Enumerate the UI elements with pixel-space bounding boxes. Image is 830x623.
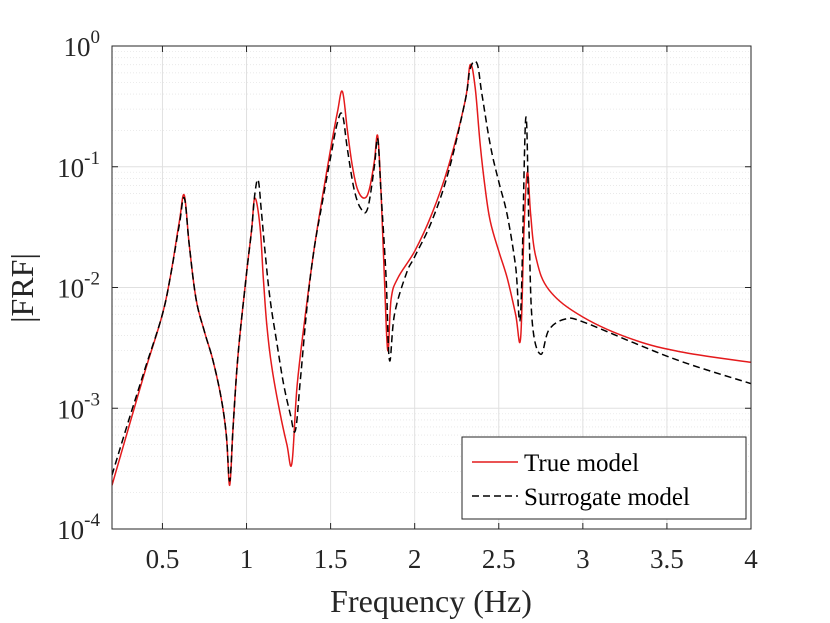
x-tick-labels: 0.5 1 1.5 2 2.5 3 3.5 4 bbox=[146, 544, 759, 574]
legend: True model Surrogate model bbox=[461, 436, 747, 520]
series-line-surrogate-model bbox=[112, 60, 751, 482]
x-tick-label: 3.5 bbox=[650, 544, 684, 574]
y-tick-label: 10-2 bbox=[57, 269, 100, 304]
tick-marks bbox=[112, 45, 752, 530]
x-tick-label: 2.5 bbox=[482, 544, 516, 574]
y-tick-label: 10-1 bbox=[57, 148, 100, 183]
x-tick-label: 1.5 bbox=[314, 544, 348, 574]
x-tick-label: 3 bbox=[576, 544, 590, 574]
x-tick-label: 1 bbox=[240, 544, 254, 574]
y-tick-labels: 10-4 10-3 10-2 10-1 100 bbox=[57, 27, 100, 545]
y-tick-label: 100 bbox=[64, 27, 101, 62]
y-tick-label: 10-3 bbox=[57, 389, 100, 424]
y-axis-label: |FRF| bbox=[4, 253, 40, 323]
x-tick-label: 0.5 bbox=[146, 544, 180, 574]
legend-label-surrogate-model: Surrogate model bbox=[524, 484, 690, 511]
y-tick-label: 10-4 bbox=[57, 510, 100, 545]
legend-box bbox=[461, 436, 747, 520]
series-layer bbox=[112, 60, 751, 487]
x-tick-label: 4 bbox=[744, 544, 758, 574]
x-axis-label: Frequency (Hz) bbox=[330, 583, 532, 619]
x-tick-label: 2 bbox=[408, 544, 422, 574]
legend-label-true-model: True model bbox=[524, 450, 639, 477]
